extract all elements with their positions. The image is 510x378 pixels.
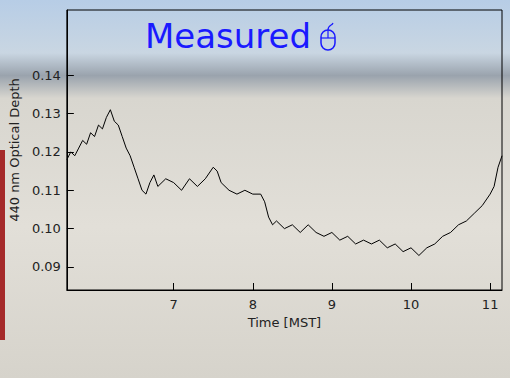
svg-text:0.12: 0.12 bbox=[32, 144, 61, 159]
svg-text:9: 9 bbox=[328, 297, 336, 312]
svg-text:440 nm Optical Depth: 440 nm Optical Depth bbox=[7, 78, 22, 222]
svg-text:0.13: 0.13 bbox=[32, 106, 61, 121]
svg-text:0.10: 0.10 bbox=[32, 221, 61, 236]
svg-text:7: 7 bbox=[170, 297, 178, 312]
svg-text:8: 8 bbox=[249, 297, 257, 312]
svg-text:0.11: 0.11 bbox=[32, 183, 61, 198]
svg-text:Measured: Measured bbox=[145, 16, 311, 56]
svg-text:0.09: 0.09 bbox=[32, 259, 61, 274]
svg-text:0.14: 0.14 bbox=[32, 68, 61, 83]
svg-text:Time [MST]: Time [MST] bbox=[247, 315, 322, 330]
svg-text:11: 11 bbox=[482, 297, 499, 312]
svg-text:10: 10 bbox=[403, 297, 420, 312]
